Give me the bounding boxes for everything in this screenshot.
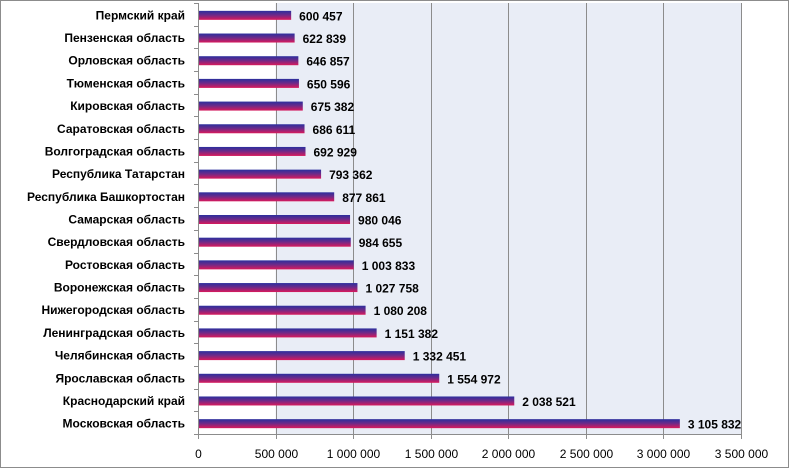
bar [198,101,303,111]
data-label: 1 554 972 [447,372,501,386]
data-label: 793 362 [329,168,373,182]
data-label: 675 382 [311,100,355,114]
data-label: 1 332 451 [413,350,467,364]
category-label: Кировская область [70,99,185,113]
category-label: Воронежская область [54,281,185,295]
bar [198,237,351,247]
bar [198,192,335,202]
data-label: 2 038 521 [522,395,576,409]
bar [198,146,306,156]
bar [198,10,292,20]
category-label: Республика Башкортостан [27,190,185,204]
x-tick-label: 3 500 000 [715,447,769,461]
x-tick-label: 1 500 000 [405,447,459,461]
data-label: 1 027 758 [365,282,419,296]
x-tick-label: 2 500 000 [560,447,614,461]
category-label: Ленинградская область [43,326,185,340]
x-tick-label: 3 000 000 [637,447,691,461]
bar [198,215,351,224]
category-label: Самарская область [68,213,185,227]
data-label: 1 080 208 [374,304,428,318]
data-label: 692 929 [314,145,358,159]
category-label: Ростовская область [65,258,185,272]
category-label: Пензенская область [64,31,185,45]
data-label: 622 839 [303,32,347,46]
category-label: Орловская область [68,54,185,68]
x-tick-label: 500 000 [255,447,299,461]
x-tick-label: 2 000 000 [482,447,536,461]
category-label: Краснодарский край [63,394,185,408]
category-label: Саратовская область [57,122,185,136]
bar [198,124,305,134]
bar [198,283,358,293]
bar [198,396,515,406]
bar [198,56,299,66]
category-label: Нижегородская область [41,303,185,317]
bar [198,328,377,338]
data-label: 1 003 833 [362,259,416,273]
category-label: Республика Татарстан [52,167,185,181]
bar [198,78,299,88]
data-label: 980 046 [358,214,402,228]
x-tick-label: 1 000 000 [327,447,381,461]
bar [198,305,366,315]
category-label: Московская область [63,417,185,431]
x-tick-label: 0 [195,447,202,461]
category-label: Тюменская область [67,76,185,90]
category-label: Пермский край [96,8,185,22]
data-label: 1 151 382 [385,327,439,341]
data-label: 646 857 [306,55,350,69]
data-label: 600 457 [299,9,343,23]
category-label: Челябинская область [55,349,185,363]
data-label: 686 611 [313,123,356,137]
bar [198,373,440,383]
category-label: Свердловская область [48,235,185,249]
category-label: Ярославская область [55,371,185,385]
bar [198,33,295,43]
data-label: 984 655 [359,236,403,250]
bar [198,169,322,179]
data-label: 3 105 832 [688,418,742,432]
category-label: Волгоградская область [45,144,185,158]
bar [198,260,354,270]
data-label: 650 596 [307,77,351,91]
bar [198,351,405,361]
bar [198,419,680,429]
data-label: 877 861 [342,191,386,205]
